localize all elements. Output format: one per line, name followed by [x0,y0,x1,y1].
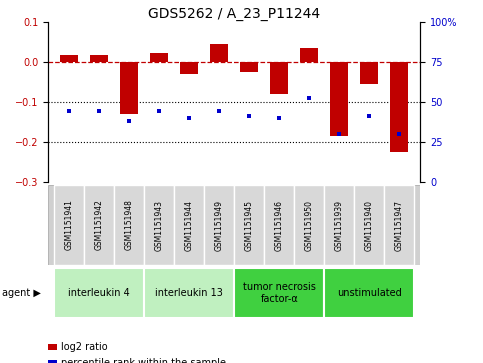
Text: interleukin 13: interleukin 13 [156,288,223,298]
Bar [324,185,354,265]
Bar [234,185,264,265]
Point [245,113,253,119]
Text: GSM1151950: GSM1151950 [305,200,314,250]
Bar [324,268,414,318]
Text: GSM1151947: GSM1151947 [395,200,404,250]
Bar [384,185,414,265]
Point [156,108,163,114]
Bar [354,185,384,265]
Text: GSM1151945: GSM1151945 [245,200,254,250]
Bar [360,62,378,84]
Bar [264,185,294,265]
Bar [294,185,324,265]
Bar [54,185,85,265]
Point [215,108,223,114]
Text: GSM1151941: GSM1151941 [65,200,74,250]
Text: GSM1151943: GSM1151943 [155,200,164,250]
Bar [114,185,144,265]
Bar [204,185,234,265]
Bar [144,268,234,318]
Text: log2 ratio: log2 ratio [61,342,108,352]
Point [365,113,373,119]
Bar [85,185,114,265]
Bar [390,62,408,152]
Bar [180,62,198,74]
Point [65,108,73,114]
Text: interleukin 4: interleukin 4 [69,288,130,298]
Point [335,131,343,136]
Text: GSM1151939: GSM1151939 [335,200,344,250]
Point [96,108,103,114]
Bar [144,185,174,265]
Point [396,131,403,136]
Text: GSM1151946: GSM1151946 [275,200,284,250]
Bar [150,53,168,62]
Point [305,95,313,101]
Bar [120,62,138,114]
Bar [234,268,324,318]
Text: unstimulated: unstimulated [337,288,401,298]
Bar [300,48,318,62]
Text: GSM1151948: GSM1151948 [125,200,134,250]
Bar [54,268,144,318]
Bar [210,44,228,62]
Bar [270,62,288,94]
Text: percentile rank within the sample: percentile rank within the sample [61,358,226,363]
Bar [240,62,258,72]
Bar [330,62,348,136]
Bar [60,55,78,62]
Bar [90,54,108,62]
Text: GSM1151942: GSM1151942 [95,200,104,250]
Text: GSM1151949: GSM1151949 [215,200,224,250]
Text: GSM1151944: GSM1151944 [185,200,194,250]
Point [126,118,133,124]
Point [185,115,193,121]
Point [275,115,283,121]
Bar [174,185,204,265]
Title: GDS5262 / A_23_P11244: GDS5262 / A_23_P11244 [148,7,320,21]
Text: agent ▶: agent ▶ [2,288,41,298]
Text: tumor necrosis
factor-α: tumor necrosis factor-α [243,282,316,304]
Text: GSM1151940: GSM1151940 [365,200,374,250]
